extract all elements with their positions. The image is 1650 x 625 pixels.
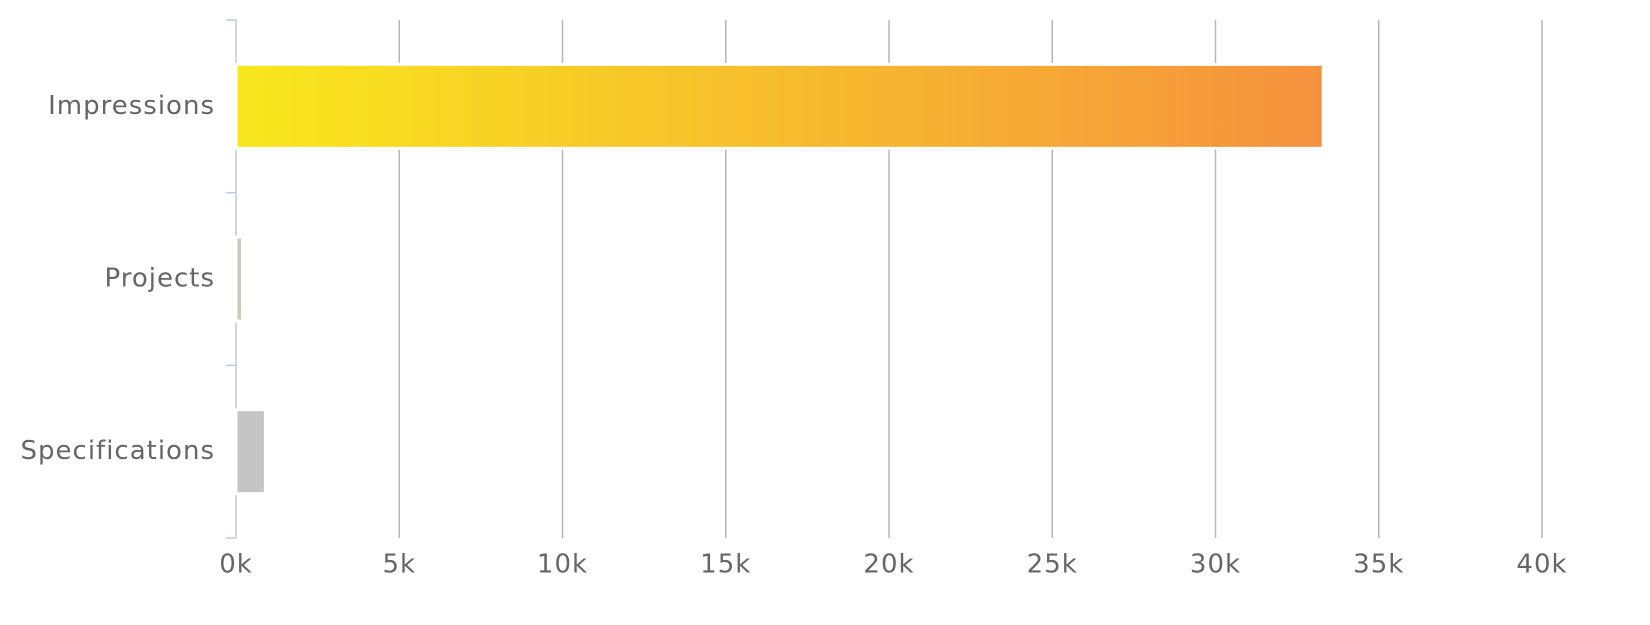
- x-tick-label: 35k: [1353, 550, 1404, 580]
- x-tick-label: 15k: [700, 550, 751, 580]
- bar: [234, 408, 267, 496]
- bar: [234, 235, 245, 323]
- x-tick-label: 0k: [219, 550, 253, 580]
- y-tick-label: Projects: [104, 264, 215, 294]
- x-tick-label: 25k: [1027, 550, 1078, 580]
- x-tick-label: 40k: [1516, 550, 1567, 580]
- bar: [234, 62, 1325, 150]
- x-tick-label: 20k: [863, 550, 914, 580]
- x-tick-label: 10k: [537, 550, 588, 580]
- x-tick-label: 5k: [382, 550, 416, 580]
- x-tick-label: 30k: [1190, 550, 1241, 580]
- y-tick-label: Specifications: [21, 436, 215, 466]
- y-tick-label: Impressions: [48, 91, 215, 121]
